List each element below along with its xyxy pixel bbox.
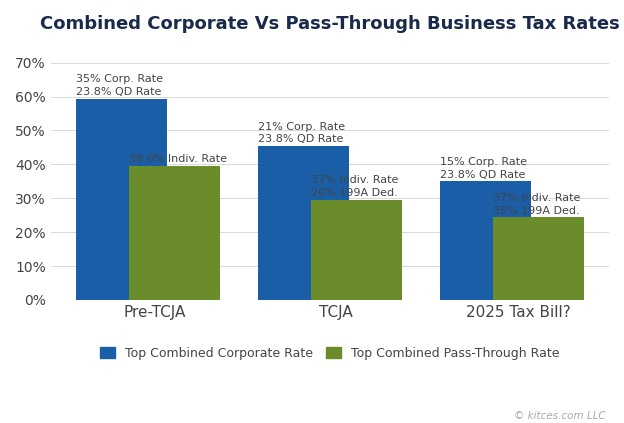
- Bar: [258, 146, 327, 300]
- Bar: [150, 166, 220, 300]
- Bar: [462, 181, 531, 300]
- Bar: [76, 99, 145, 300]
- Text: 21% Corp. Rate
23.8% QD Rate: 21% Corp. Rate 23.8% QD Rate: [258, 121, 345, 144]
- Text: 37% Indiv. Rate
20% 199A Ded.: 37% Indiv. Rate 20% 199A Ded.: [311, 175, 398, 198]
- Bar: [129, 166, 198, 300]
- Text: 39.6% Indiv. Rate: 39.6% Indiv. Rate: [129, 154, 227, 164]
- Title: Combined Corporate Vs Pass-Through Business Tax Rates: Combined Corporate Vs Pass-Through Busin…: [40, 15, 620, 33]
- Legend: Top Combined Corporate Rate, Top Combined Pass-Through Rate: Top Combined Corporate Rate, Top Combine…: [100, 347, 559, 360]
- Bar: [311, 200, 380, 300]
- Bar: [98, 99, 167, 300]
- Bar: [514, 217, 583, 300]
- Bar: [440, 181, 509, 300]
- Bar: [492, 217, 562, 300]
- Text: 37% Indiv. Rate
35% 199A Ded.: 37% Indiv. Rate 35% 199A Ded.: [492, 193, 580, 216]
- Text: 15% Corp. Rate
23.8% QD Rate: 15% Corp. Rate 23.8% QD Rate: [440, 157, 527, 180]
- Bar: [333, 200, 402, 300]
- Text: 35% Corp. Rate
23.8% QD Rate: 35% Corp. Rate 23.8% QD Rate: [76, 74, 163, 97]
- Bar: [280, 146, 349, 300]
- Text: © kitces.com LLC: © kitces.com LLC: [514, 411, 605, 421]
